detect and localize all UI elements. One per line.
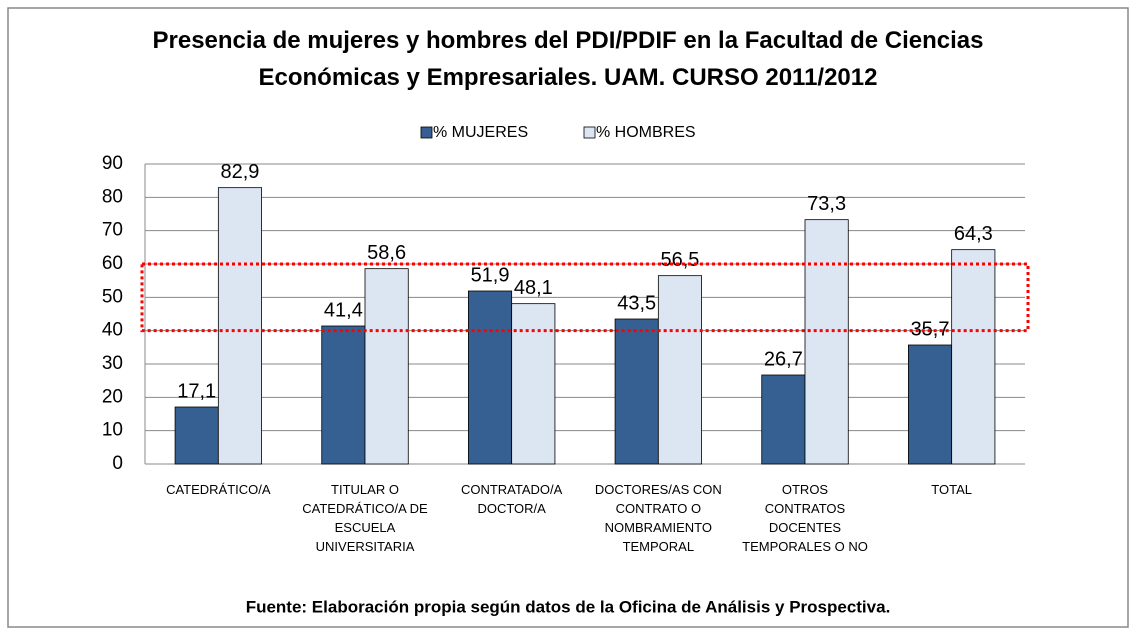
bar xyxy=(908,344,953,465)
value-label: 73,3 xyxy=(807,193,846,215)
title-box: Presencia de mujeres y hombres del PDI/P… xyxy=(152,27,984,91)
value-label: 17,1 xyxy=(177,380,216,402)
value-label: 41,4 xyxy=(324,299,363,321)
bar xyxy=(951,249,996,465)
x-tick-label: DOCTORES/AS CON CONTRATO O NOMBRAMIENTO … xyxy=(594,482,722,554)
source-note: Fuente: Elaboración propia según datos d… xyxy=(246,597,891,616)
bar xyxy=(174,406,219,465)
x-tick-label: TITULAR O CATEDRÁTICO/A DE ESCUELA UNIVE… xyxy=(302,482,428,554)
value-label: 58,6 xyxy=(367,242,406,264)
legend-label: % MUJERES xyxy=(433,124,528,141)
y-tick-label: 10 xyxy=(102,420,123,441)
x-tick-label: TOTAL xyxy=(931,482,972,497)
value-label: 82,9 xyxy=(220,161,259,183)
value-label: 43,5 xyxy=(617,292,656,314)
bar xyxy=(657,275,702,465)
y-tick-label: 90 xyxy=(102,153,123,174)
bar xyxy=(217,187,262,465)
y-tick-label: 60 xyxy=(102,253,123,274)
bar xyxy=(321,325,366,465)
y-tick-label: 40 xyxy=(102,320,123,341)
bar xyxy=(614,318,659,465)
x-tick-label: CATEDRÁTICO/A xyxy=(166,482,271,497)
bar xyxy=(761,374,806,465)
chart-border xyxy=(7,7,1129,628)
y-tick-label: 20 xyxy=(102,386,123,407)
legend-swatch xyxy=(583,126,596,139)
highlight-band xyxy=(140,262,1030,333)
y-tick-label: 80 xyxy=(102,186,123,207)
value-label: 51,9 xyxy=(471,264,510,286)
legend-swatch xyxy=(420,126,433,139)
x-tick-label: CONTRATADO/A DOCTOR/A xyxy=(460,482,563,516)
legend-label: % HOMBRES xyxy=(596,124,696,141)
y-tick-label: 50 xyxy=(102,286,123,307)
bar xyxy=(804,219,849,465)
y-tick-label: 70 xyxy=(102,220,123,241)
bar xyxy=(511,303,556,465)
bar xyxy=(467,290,513,465)
chart-title: Presencia de mujeres y hombres del PDI/P… xyxy=(152,27,984,91)
bar xyxy=(364,268,409,465)
value-label: 56,5 xyxy=(660,249,699,271)
value-label: 26,7 xyxy=(764,348,803,370)
value-label: 64,3 xyxy=(954,223,993,245)
value-label: 48,1 xyxy=(514,277,553,299)
x-tick-label: OTROS CONTRATOS DOCENTES TEMPORALES O NO xyxy=(742,482,868,554)
y-tick-label: 30 xyxy=(102,353,123,374)
y-tick-label: 0 xyxy=(112,453,123,474)
